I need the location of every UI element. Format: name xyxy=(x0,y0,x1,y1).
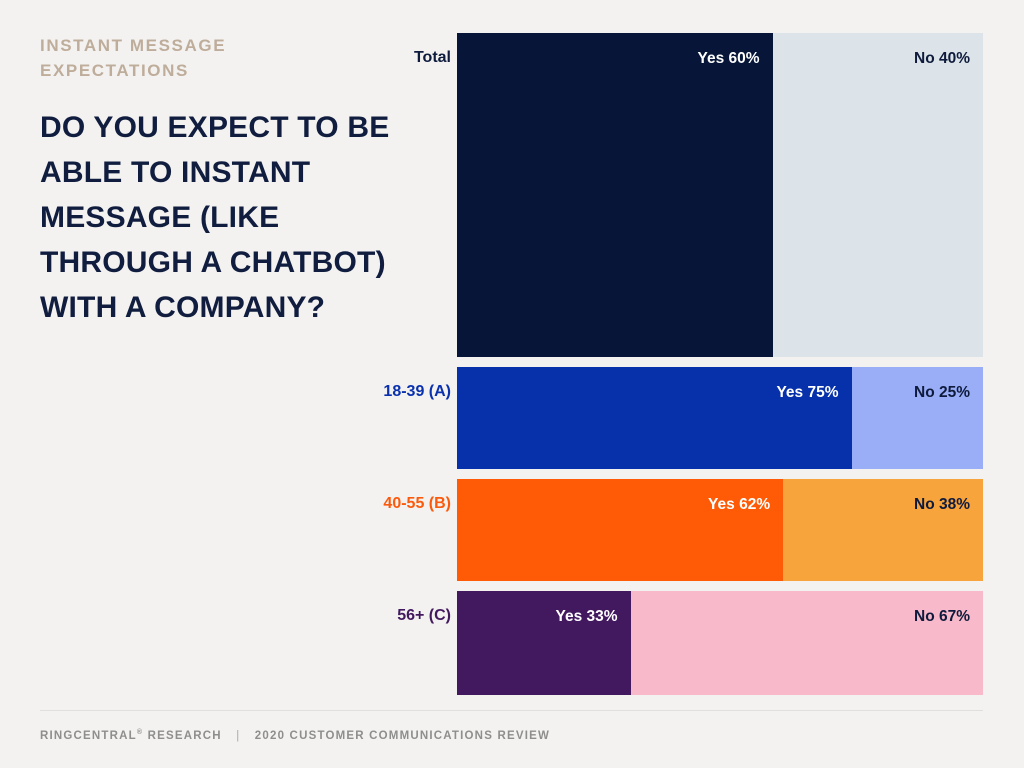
bar-row-56plus: 56+ (C) Yes 33% No 67% xyxy=(397,591,983,695)
registered-trademark-symbol: ® xyxy=(136,729,144,736)
header: INSTANT MESSAGE EXPECTATIONS DO YOU EXPE… xyxy=(40,34,410,330)
row-label-56plus: 56+ (C) xyxy=(397,607,451,624)
footer-review: 2020 CUSTOMER COMMUNICATIONS REVIEW xyxy=(254,729,551,742)
segment-value-label: No 38% xyxy=(914,496,970,513)
row-label-40-55: 40-55 (B) xyxy=(383,495,451,512)
footer-divider xyxy=(40,710,983,711)
segment-value-label: No 40% xyxy=(914,50,970,67)
segment-value-label: No 25% xyxy=(914,384,970,401)
bar-segment-yes: Yes 60% xyxy=(457,33,773,357)
bar-row-40-55: 40-55 (B) Yes 62% No 38% xyxy=(383,479,983,581)
segment-value-label: Yes 33% xyxy=(555,608,618,625)
bar-segment-yes: Yes 33% xyxy=(457,591,631,695)
row-label-18-39: 18-39 (A) xyxy=(383,383,451,400)
header-eyebrow: INSTANT MESSAGE EXPECTATIONS xyxy=(40,36,227,80)
bar-segment-no: No 40% xyxy=(772,33,983,357)
bar-row-total: Total Yes 60% No 40% xyxy=(414,33,983,357)
bar-segment-no: No 67% xyxy=(630,591,983,695)
bar-segment-no: No 25% xyxy=(851,367,983,469)
segment-value-label: Yes 75% xyxy=(776,384,839,401)
chart: Total Yes 60% No 40% 18-39 (A) Yes 75% N… xyxy=(383,33,983,705)
footer-source: RINGCENTRAL® RESEARCH xyxy=(40,729,222,742)
segment-value-label: No 67% xyxy=(914,608,970,625)
footer: RINGCENTRAL® RESEARCH | 2020 CUSTOMER CO… xyxy=(40,729,550,742)
row-label-total: Total xyxy=(413,49,451,66)
footer-separator: | xyxy=(236,729,241,742)
chart-title: DO YOU EXPECT TO BE ABLE TO INSTANT MESS… xyxy=(40,110,390,324)
bar-row-18-39: 18-39 (A) Yes 75% No 25% xyxy=(383,367,983,469)
bar-segment-yes: Yes 75% xyxy=(457,367,852,469)
bar-segment-no: No 38% xyxy=(783,479,983,581)
segment-value-label: Yes 60% xyxy=(697,50,760,67)
bar-segment-yes: Yes 62% xyxy=(457,479,784,581)
segment-value-label: Yes 62% xyxy=(708,496,771,513)
